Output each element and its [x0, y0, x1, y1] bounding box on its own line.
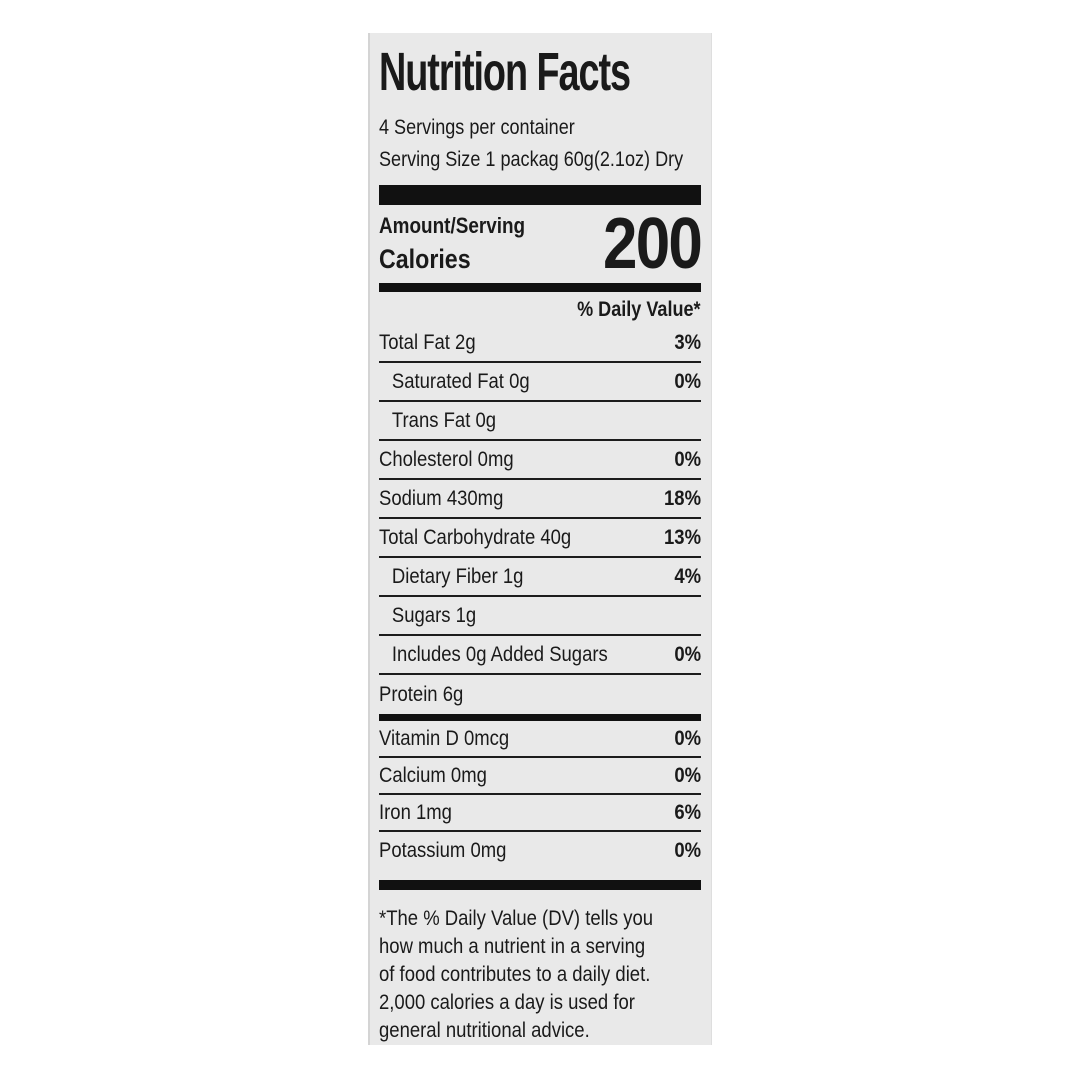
amount-per-serving-text: Amount/Serving [379, 213, 526, 238]
nutrient-dv: 6% [674, 800, 701, 824]
footnote-line: *The % Daily Value (DV) tells you [379, 906, 654, 930]
nutrient-dv: 0% [674, 726, 701, 750]
label-title: Nutrition Facts [379, 42, 631, 102]
divider-below-protein [379, 714, 701, 721]
nutrient-row-dietary-fiber: Dietary Fiber 1g 4% [379, 558, 701, 597]
footnote-line: 2,000 calories a day is used for [379, 990, 635, 1014]
servings-per-container-text: 4 Servings per container [379, 116, 575, 139]
servings-per-container-line: 4 Servings per container [379, 112, 701, 144]
nutrition-facts-label: Nutrition Facts 4 Servings per container… [368, 33, 712, 1045]
nutrient-name: Saturated Fat 0g [391, 369, 530, 393]
nutrient-dv: 0% [674, 447, 701, 471]
calories-value: 200 [587, 204, 703, 284]
footnote-line: how much a nutrient in a serving [379, 934, 646, 958]
nutrient-name: Potassium 0mg [379, 838, 507, 862]
micronutrient-row-calcium: Calcium 0mg 0% [379, 758, 701, 795]
thick-divider-bottom [379, 880, 701, 890]
footnote-line: general nutritional advice. [379, 1018, 590, 1042]
nutrient-name: Total Fat 2g [379, 330, 476, 354]
nutrient-name: Includes 0g Added Sugars [391, 642, 608, 666]
serving-size-line: Serving Size 1 packag 60g(2.1oz) Dry [379, 144, 701, 176]
nutrient-row-total-fat: Total Fat 2g 3% [379, 324, 701, 363]
nutrient-dv: 4% [674, 564, 701, 588]
nutrient-dv: 0% [674, 369, 701, 393]
calories-labels: Amount/Serving Calories [379, 211, 549, 277]
calories-value-text: 200 [602, 204, 703, 284]
amount-per-serving-label: Amount/Serving [379, 211, 549, 241]
calories-label: Calories [379, 241, 549, 277]
nutrient-name: Total Carbohydrate 40g [379, 525, 572, 549]
footnote-line: of food contributes to a daily diet. [379, 962, 651, 986]
nutrient-dv: 3% [674, 330, 701, 354]
nutrient-row-protein: Protein 6g [379, 675, 701, 714]
micronutrient-row-potassium: Potassium 0mg 0% [379, 832, 701, 869]
calories-label-text: Calories [379, 244, 471, 274]
nutrient-name: Calcium 0mg [379, 763, 487, 787]
daily-value-header: % Daily Value* [379, 292, 701, 324]
nutrient-name: Sodium 430mg [379, 486, 504, 510]
nutrient-row-sodium: Sodium 430mg 18% [379, 480, 701, 519]
nutrient-name: Sugars 1g [391, 603, 477, 627]
daily-value-footnote: *The % Daily Value (DV) tells you how mu… [379, 904, 701, 1044]
calories-section: Amount/Serving Calories 200 [379, 204, 703, 284]
nutrient-name: Protein 6g [379, 682, 464, 706]
nutrient-row-trans-fat: Trans Fat 0g [379, 402, 701, 441]
label-header: Nutrition Facts [379, 33, 701, 112]
micronutrient-row-vitamin-d: Vitamin D 0mcg 0% [379, 721, 701, 758]
nutrient-name: Cholesterol 0mg [379, 447, 514, 471]
micronutrient-row-iron: Iron 1mg 6% [379, 795, 701, 832]
nutrient-dv: 0% [674, 763, 701, 787]
nutrient-row-cholesterol: Cholesterol 0mg 0% [379, 441, 701, 480]
nutrient-row-sugars: Sugars 1g [379, 597, 701, 636]
thick-divider-top [379, 185, 701, 205]
serving-size-text: Serving Size 1 packag 60g(2.1oz) Dry [379, 148, 684, 171]
nutrient-name: Trans Fat 0g [391, 408, 497, 432]
nutrient-row-added-sugars: Includes 0g Added Sugars 0% [379, 636, 701, 675]
nutrient-row-saturated-fat: Saturated Fat 0g 0% [379, 363, 701, 402]
nutrient-dv: 18% [663, 486, 701, 510]
nutrient-dv: 13% [663, 525, 701, 549]
nutrient-dv: 0% [674, 838, 701, 862]
divider-below-calories [379, 283, 701, 292]
nutrient-row-total-carbohydrate: Total Carbohydrate 40g 13% [379, 519, 701, 558]
nutrient-dv: 0% [674, 642, 701, 666]
daily-value-header-text: % Daily Value* [577, 298, 701, 321]
nutrient-name: Iron 1mg [379, 800, 452, 824]
nutrient-name: Vitamin D 0mcg [379, 726, 510, 750]
nutrient-name: Dietary Fiber 1g [391, 564, 524, 588]
